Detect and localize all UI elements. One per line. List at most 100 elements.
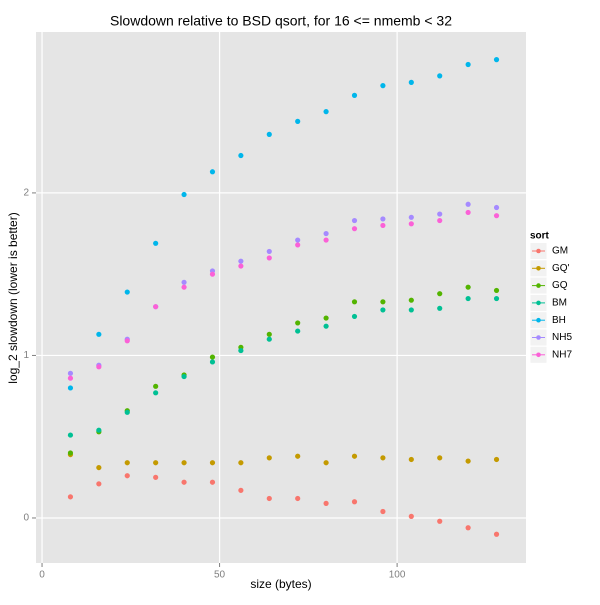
chart-title: Slowdown relative to BSD qsort, for 16 <… (110, 13, 452, 29)
point (181, 279, 187, 285)
point (238, 263, 244, 269)
x-tick-label: 100 (389, 570, 406, 581)
point (380, 508, 386, 515)
point (67, 375, 74, 381)
point (493, 287, 500, 294)
legend-point (536, 266, 541, 271)
point (493, 531, 500, 537)
point (238, 347, 244, 354)
point (351, 92, 358, 98)
point (437, 291, 443, 297)
legend-point (536, 283, 541, 288)
legend-label: GM (552, 246, 568, 257)
point (96, 464, 102, 471)
point (493, 456, 500, 463)
point (266, 131, 272, 137)
point (493, 57, 500, 63)
point (408, 221, 414, 227)
y-axis-label: log_2 slowdown (lower is better) (6, 212, 20, 383)
point (351, 299, 358, 305)
point (380, 83, 386, 89)
point (181, 460, 187, 466)
legend-label: GQ (552, 280, 568, 291)
point (437, 518, 443, 524)
point (408, 214, 414, 220)
point (351, 313, 358, 320)
point (465, 201, 471, 207)
point (209, 271, 216, 277)
point (437, 211, 443, 217)
point (323, 460, 329, 466)
legend-point (536, 248, 541, 254)
legend-title: sort (530, 231, 550, 242)
point (153, 240, 159, 246)
point (266, 336, 272, 342)
point (323, 109, 329, 115)
point (238, 460, 244, 466)
point (238, 152, 244, 159)
point (465, 209, 471, 216)
point (153, 474, 159, 480)
point (323, 230, 329, 237)
point (351, 499, 358, 505)
point (465, 61, 471, 68)
point (153, 304, 159, 310)
point (181, 479, 187, 485)
point (124, 338, 130, 344)
point (493, 213, 500, 219)
x-axis-label: size (bytes) (250, 577, 311, 591)
point (209, 479, 216, 485)
point (295, 242, 301, 248)
legend-label: NH5 (552, 332, 572, 343)
plot-background (36, 32, 526, 563)
point (408, 307, 414, 313)
point (181, 191, 187, 198)
point (67, 450, 74, 456)
point (67, 370, 74, 376)
point (67, 494, 74, 500)
point (351, 217, 358, 224)
point (209, 460, 216, 466)
point (351, 453, 358, 459)
point (181, 284, 187, 290)
legend-label: BH (552, 315, 566, 326)
point (266, 495, 272, 502)
point (437, 305, 443, 311)
point (380, 307, 386, 313)
legend-point (536, 335, 541, 340)
point (67, 385, 74, 391)
point (380, 216, 386, 222)
point (209, 354, 216, 360)
point (295, 495, 301, 502)
legend-point (536, 317, 541, 323)
point (266, 331, 272, 337)
legend-label: NH7 (552, 349, 572, 360)
point (238, 487, 244, 493)
y-tick-label: 2 (23, 188, 29, 199)
point (96, 481, 102, 487)
point (408, 297, 414, 303)
point (124, 409, 130, 415)
point (266, 255, 272, 261)
point (124, 289, 130, 295)
point (295, 320, 301, 326)
point (295, 328, 301, 334)
y-tick-label: 0 (23, 513, 29, 524)
point (437, 73, 443, 79)
point (493, 204, 500, 211)
point (408, 79, 414, 85)
x-tick-label: 0 (39, 570, 45, 581)
point (67, 432, 74, 438)
x-tick-label: 50 (214, 570, 226, 581)
point (295, 237, 301, 243)
point (323, 237, 329, 243)
point (209, 169, 216, 175)
point (408, 513, 414, 519)
point (96, 427, 102, 433)
legend-point (536, 352, 541, 358)
point (153, 390, 159, 396)
y-tick-label: 1 (23, 350, 29, 361)
point (437, 455, 443, 461)
point (465, 284, 471, 290)
